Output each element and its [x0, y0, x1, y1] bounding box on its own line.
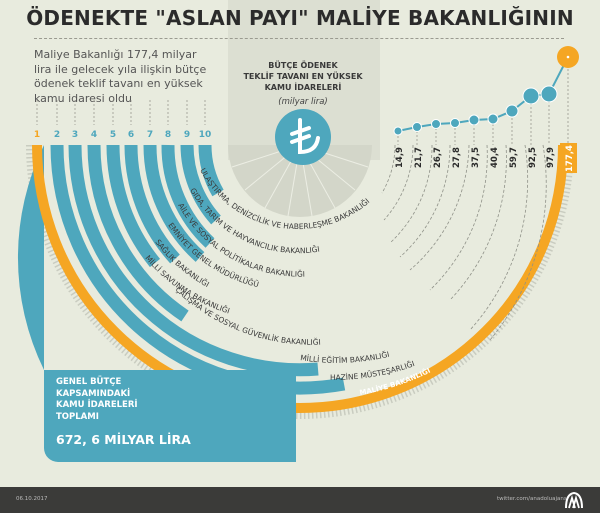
svg-text:4: 4	[91, 130, 97, 140]
svg-text:37,5: 37,5	[471, 147, 481, 168]
chart-title: BÜTÇE ÖDENEK TEKLİF TAVANI EN YÜKSEK KAM…	[240, 60, 366, 93]
total-label-line: GENEL BÜTÇE	[56, 377, 122, 387]
svg-text:5: 5	[110, 130, 116, 140]
total-value: 672, 6 MİLYAR LİRA	[56, 432, 191, 447]
svg-text:MİLLİ EĞİTİM BAKANLIĞI: MİLLİ EĞİTİM BAKANLIĞI	[300, 350, 391, 365]
value-line	[397, 56, 569, 132]
radial-chart: 1 2 3 4 5 6 7 8 9 10	[17, 46, 579, 419]
svg-text:9: 9	[184, 130, 190, 140]
bar-4	[87, 144, 189, 322]
svg-text:92,5: 92,5	[528, 147, 538, 168]
svg-text:26,7: 26,7	[433, 147, 443, 168]
center-disc	[228, 145, 372, 217]
total-box	[44, 370, 296, 462]
max-value-tag	[560, 143, 577, 173]
footer-date: 06.10.2017	[16, 496, 48, 502]
chart-title-line: BÜTÇE ÖDENEK	[268, 61, 338, 70]
svg-text:177,4: 177,4	[565, 145, 575, 172]
svg-text:14,9: 14,9	[395, 147, 405, 168]
aa-logo-icon	[565, 491, 583, 509]
outer-tick-ring	[26, 144, 574, 419]
bar-7	[143, 144, 205, 262]
value-labels: 14,9 21,7 26,7 27,8 37,5 40,4 59,7 92,5 …	[395, 145, 575, 172]
svg-text:8: 8	[165, 130, 171, 140]
unit-label: (milyar lira)	[278, 97, 328, 107]
total-fill	[17, 145, 44, 370]
total-label-line: TOPLAMI	[56, 411, 99, 422]
svg-text:27,8: 27,8	[452, 147, 462, 168]
total-label-line: KAMU İDARELERİ	[56, 400, 138, 410]
value-markers	[393, 85, 558, 136]
footer-twitter-link[interactable]: twitter.com/anadoluajansi	[497, 496, 569, 502]
bar-3	[68, 144, 319, 377]
bar-10	[198, 144, 224, 197]
rank-leaders	[36, 100, 206, 125]
intro-text: Maliye Bakanlığı 177,4 milyar lira ile g…	[34, 48, 207, 105]
bar-8	[161, 144, 215, 248]
bar-9	[180, 144, 221, 225]
svg-text:10: 10	[199, 130, 212, 140]
svg-text:3: 3	[72, 130, 78, 140]
svg-text:6: 6	[128, 130, 134, 140]
chart-title-line: TEKLİF TAVANI EN YÜKSEK	[243, 72, 363, 81]
bar-5	[106, 144, 161, 268]
svg-text:21,7: 21,7	[414, 147, 424, 168]
svg-text:97,9: 97,9	[546, 147, 556, 168]
page-title: ÖDENEKTE "ASLAN PAYI" MALİYE BAKANLIĞINI…	[26, 6, 574, 30]
title-divider	[34, 38, 564, 39]
value-leaders	[397, 57, 569, 145]
svg-text:40,4: 40,4	[490, 147, 500, 168]
total-label-line: KAPSAMINDAKİ	[56, 388, 131, 399]
bar-6	[124, 144, 180, 264]
footer: 06.10.2017 twitter.com/anadoluajansi	[0, 487, 600, 513]
rank-numbers: 1 2 3 4 5 6 7 8 9 10	[34, 130, 211, 140]
svg-text:2: 2	[54, 130, 60, 140]
chart-title-line: KAMU İDARELERİ	[264, 83, 342, 92]
svg-text:EMNİYET GENEL MÜDÜRLÜĞÜ: EMNİYET GENEL MÜDÜRLÜĞÜ	[166, 221, 260, 289]
total-label: GENEL BÜTÇE KAPSAMINDAKİ KAMU İDARELERİ …	[56, 377, 176, 423]
svg-text:1: 1	[34, 130, 40, 140]
svg-text:7: 7	[147, 130, 153, 140]
bar-1-maliye	[32, 144, 568, 413]
svg-text:59,7: 59,7	[509, 147, 519, 168]
